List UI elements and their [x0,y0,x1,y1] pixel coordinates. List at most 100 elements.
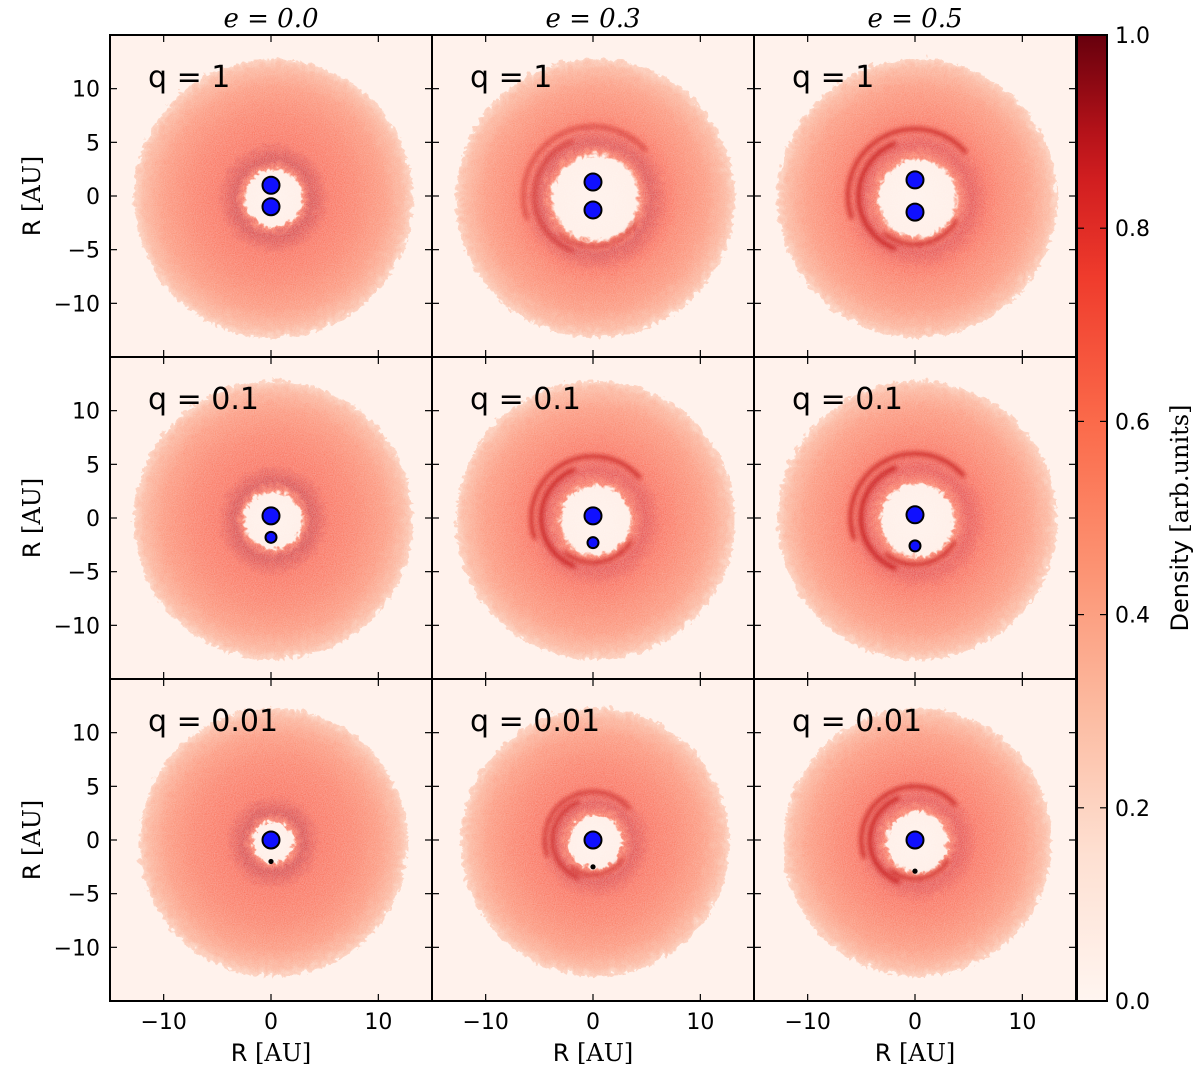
star-marker [905,505,925,525]
spiral-arm [543,790,632,858]
y-tick-label: −10 [54,292,100,317]
panel-ticks [432,357,754,679]
density-panel [432,679,754,1001]
star-marker [908,539,922,553]
spiral-arm [867,795,901,885]
panel-ticks [110,35,432,357]
disc [131,56,411,336]
spiral-arm [529,454,642,540]
panel-q-label: q = 0.01 [148,704,278,739]
colorbar-frame [1076,34,1108,1002]
x-axis-label: R [AU] [231,1039,312,1067]
panel-q-label: q = 0.1 [792,382,903,417]
star-marker [261,197,281,217]
colorbar-tick-label: 1.0 [1115,24,1150,49]
density-panel [110,35,432,357]
x-tick-label: 10 [686,1010,714,1035]
panel-ticks [754,357,1076,679]
column-title: e = 0.5 [867,4,962,34]
disc [775,56,1055,336]
star-marker [586,536,600,550]
density-panel [432,357,754,679]
panel-ticks [754,35,1076,357]
y-axis-label: R [AU] [18,156,46,237]
x-axis-label: R [AU] [553,1039,634,1067]
colorbar-tick-label: 0.0 [1115,990,1150,1015]
column-title: e = 0.3 [545,4,640,34]
panel-q-label: q = 0.1 [148,382,259,417]
colorbar-gradient [1077,35,1107,1001]
spiral-arm [882,219,959,247]
density-panel [432,35,754,357]
star-marker [268,858,274,865]
colorbar-tick-label: 0.4 [1115,604,1150,629]
star-marker [905,830,925,850]
density-panel [110,679,432,1001]
density-panel [110,357,432,679]
y-tick-label: 10 [72,400,100,425]
spiral-arm [559,220,638,248]
spiral-arm [846,126,968,220]
spiral-arm [550,800,580,880]
x-tick-label: 0 [586,1010,600,1035]
y-tick-label: 5 [86,453,100,478]
density-panel [754,679,1076,1001]
spiral-arm [859,784,958,860]
panel-ticks [754,679,1076,1001]
star-marker [264,530,278,544]
y-tick-label: 10 [72,722,100,747]
x-tick-label: −10 [784,1010,830,1035]
panel-q-label: q = 1 [148,60,230,95]
star-marker [261,830,281,850]
star-marker [583,172,603,192]
panel-grid: q = 1 q = 1 q = 1 q = 0.1 q = 0.1 q = 0.1 q = … [109,34,1077,1002]
spiral-arm [533,139,574,253]
star-marker [912,868,918,874]
panel-q-label: q = 0.01 [470,704,600,739]
y-tick-label: 0 [86,829,100,854]
y-tick-label: 5 [86,775,100,800]
x-axis-label: R [AU] [875,1039,956,1067]
y-tick-label: −10 [54,614,100,639]
x-tick-label: 0 [908,1010,922,1035]
panel-q-label: q = 0.01 [792,704,922,739]
y-tick-label: 0 [86,185,100,210]
y-tick-label: −5 [68,883,100,908]
panel-q-label: q = 1 [470,60,552,95]
y-tick-label: −10 [54,936,100,961]
panel-q-label: q = 1 [792,60,874,95]
density-panel [754,35,1076,357]
colorbar-label: Density [arb.units] [1166,405,1194,632]
star-marker [583,830,603,850]
y-tick-label: 0 [86,507,100,532]
panel-q-label: q = 0.1 [470,382,581,417]
disc [453,56,733,336]
density-panel [754,357,1076,679]
spiral-arm [848,451,966,541]
panel-ticks [110,679,432,1001]
spiral-arm [563,539,633,565]
spiral-arm [858,464,898,572]
spiral-arm [539,467,577,569]
y-axis-label: R [AU] [18,478,46,559]
star-marker [261,506,281,526]
star-marker [583,506,603,526]
y-tick-label: −5 [68,239,100,264]
x-tick-label: 10 [364,1010,392,1035]
x-tick-label: 0 [264,1010,278,1035]
colorbar-tick-label: 0.8 [1115,217,1150,242]
axes-labels: −10 −5 0 5 10 R [AU] e = 0.0 e = 0.3 e = 0.5 −10 −… [18,4,1036,1067]
y-tick-label: 5 [86,131,100,156]
panel-ticks [432,679,754,1001]
colorbar: 0.0 0.2 0.4 0.6 0.8 1.0 Density [arb.units] [1076,24,1194,1015]
y-tick-label: 10 [72,78,100,103]
column-title: e = 0.0 [223,4,318,34]
star-marker [261,175,281,195]
y-axis-label: R [AU] [18,800,46,881]
panel-ticks [432,35,754,357]
star-marker [583,200,603,220]
spiral-arm [883,540,957,567]
x-tick-label: 10 [1008,1010,1036,1035]
spiral-arm [889,858,950,881]
